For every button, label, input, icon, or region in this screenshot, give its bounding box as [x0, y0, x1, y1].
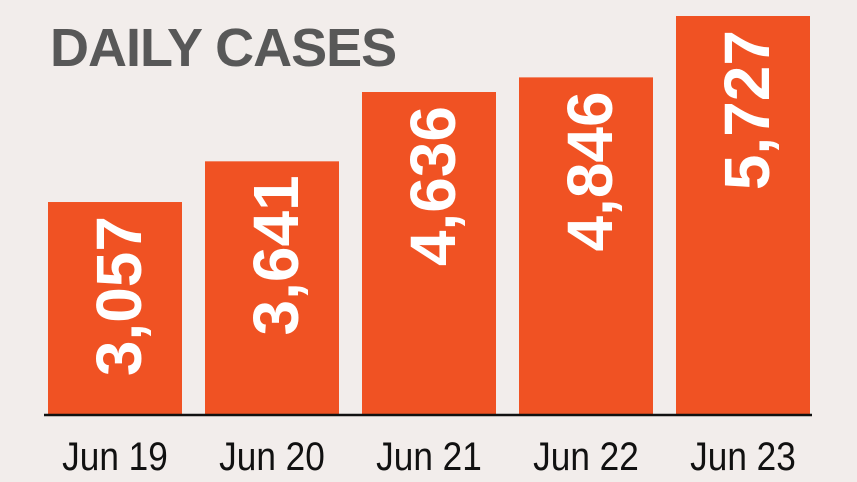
x-tick-label: Jun 19: [62, 434, 168, 479]
bar-jun-19: [48, 202, 182, 415]
x-tick-label: Jun 23: [690, 434, 796, 479]
x-tick-labels: Jun 19 Jun 20 Jun 21 Jun 22 Jun 23: [62, 434, 796, 479]
bar-jun-20: [205, 161, 339, 415]
x-tick-label: Jun 20: [219, 434, 325, 479]
bar-jun-23: [676, 16, 810, 415]
bar-value-label: 4,636: [397, 106, 469, 266]
chart-title: DAILY CASES: [50, 18, 396, 78]
bar-jun-21: [362, 92, 496, 416]
bar-value-label: 5,727: [711, 30, 783, 190]
bar-value-label: 4,846: [554, 91, 626, 251]
bar-value-label: 3,057: [83, 216, 155, 376]
bar-value-label: 3,641: [240, 175, 312, 335]
bar-jun-22: [519, 77, 653, 415]
x-tick-label: Jun 21: [376, 434, 482, 479]
bars-group: 3,057 3,641 4,636 4,846 5,727: [48, 16, 810, 416]
x-tick-label: Jun 22: [533, 434, 639, 479]
